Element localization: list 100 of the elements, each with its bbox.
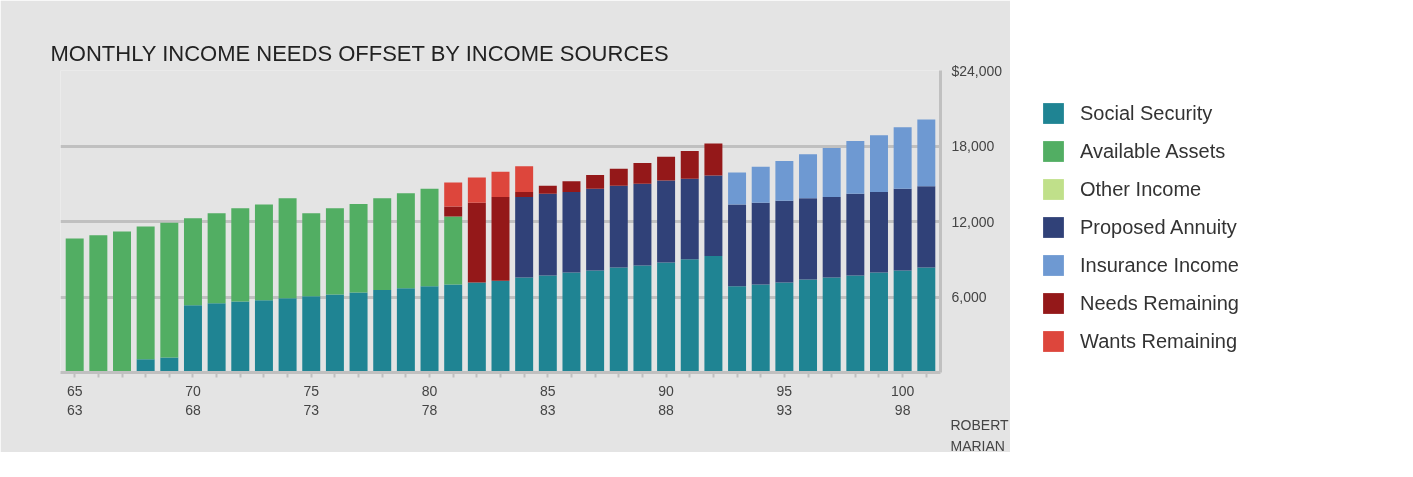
bar — [893, 270, 912, 373]
bar — [396, 288, 415, 373]
x-tick-label: 90 88 — [658, 382, 675, 418]
bar — [609, 185, 628, 268]
bar — [775, 200, 794, 283]
bar — [183, 218, 202, 306]
bar — [444, 182, 463, 207]
bar — [160, 222, 179, 358]
x-tick-label: 100 98 — [890, 382, 915, 418]
bar — [349, 203, 368, 293]
bar — [467, 282, 486, 373]
legend-label: Insurance Income — [1080, 253, 1239, 277]
bar — [325, 208, 344, 295]
legend-label: Other Income — [1080, 177, 1202, 201]
bar — [136, 226, 155, 360]
bar — [373, 198, 392, 291]
bar — [822, 277, 841, 373]
bar — [775, 282, 794, 373]
bar — [515, 166, 534, 192]
bar — [515, 191, 534, 197]
bar — [420, 188, 439, 287]
x-axis-title: ROBERT MARIAN — [950, 417, 1010, 454]
bar — [870, 135, 888, 192]
bar — [657, 156, 676, 181]
bar — [396, 193, 415, 289]
legend-label: Wants Remaining — [1080, 329, 1238, 353]
bar — [657, 262, 676, 373]
legend-label: Needs Remaining — [1080, 291, 1239, 315]
bar — [893, 188, 912, 271]
bar — [444, 216, 463, 285]
bar — [444, 206, 463, 217]
bar — [870, 191, 888, 273]
bar — [254, 204, 273, 301]
bar — [562, 191, 581, 273]
bar — [113, 231, 131, 373]
legend-label: Available Assets — [1080, 139, 1226, 163]
bar — [254, 300, 273, 373]
x-tick-label: 95 93 — [776, 382, 793, 418]
bar — [207, 303, 226, 373]
bar — [822, 147, 841, 197]
bar — [515, 277, 534, 373]
bar — [633, 183, 652, 266]
bar — [491, 171, 510, 197]
bar — [231, 208, 250, 302]
bar — [515, 196, 534, 278]
bar — [704, 143, 723, 176]
bar — [491, 196, 510, 281]
bar — [799, 198, 818, 280]
bar — [680, 259, 699, 373]
bar — [609, 168, 628, 186]
bar — [657, 180, 676, 263]
bar — [633, 162, 652, 184]
bar — [680, 178, 699, 260]
bar — [160, 357, 179, 373]
bar — [728, 204, 747, 287]
bar — [538, 185, 557, 194]
bar — [278, 198, 297, 299]
bar — [325, 294, 344, 373]
bar — [751, 166, 770, 203]
bar — [349, 292, 368, 373]
bar — [917, 186, 936, 268]
bar — [89, 235, 108, 373]
x-tick-label: 65 63 — [66, 382, 83, 418]
x-tick-label: 85 83 — [540, 382, 556, 418]
bar — [562, 181, 581, 192]
bar — [609, 267, 628, 373]
bar — [751, 202, 770, 285]
bar — [799, 154, 818, 199]
bar — [917, 119, 936, 187]
bar — [491, 280, 510, 373]
legend-label: Social Security — [1080, 101, 1213, 125]
bar — [775, 161, 794, 201]
bar — [586, 270, 605, 373]
bar — [893, 127, 912, 189]
bar — [183, 305, 202, 373]
bar — [870, 272, 888, 373]
bar — [704, 256, 723, 373]
bar — [231, 301, 250, 373]
bar — [562, 272, 581, 373]
x-tick-label: 80 78 — [421, 382, 438, 418]
bar — [136, 359, 155, 373]
chart-title: MONTHLY INCOME NEEDS OFFSET BY INCOME SOURCES — [50, 40, 669, 66]
bar — [799, 279, 818, 373]
y-tick-label: 6,000 — [951, 289, 987, 305]
bar — [751, 284, 770, 373]
bar — [207, 213, 226, 304]
bar — [278, 298, 297, 373]
bar — [586, 188, 605, 271]
bar — [420, 286, 439, 373]
bar — [704, 175, 723, 257]
bar — [846, 275, 865, 373]
bar — [822, 196, 841, 278]
bar — [302, 213, 321, 297]
x-tick-label: 70 68 — [185, 382, 201, 418]
bar — [633, 265, 652, 373]
bar — [538, 193, 557, 276]
y-tick-label: 12,000 — [951, 213, 995, 230]
bar — [586, 174, 605, 189]
bar — [65, 238, 84, 373]
bar — [302, 296, 321, 373]
